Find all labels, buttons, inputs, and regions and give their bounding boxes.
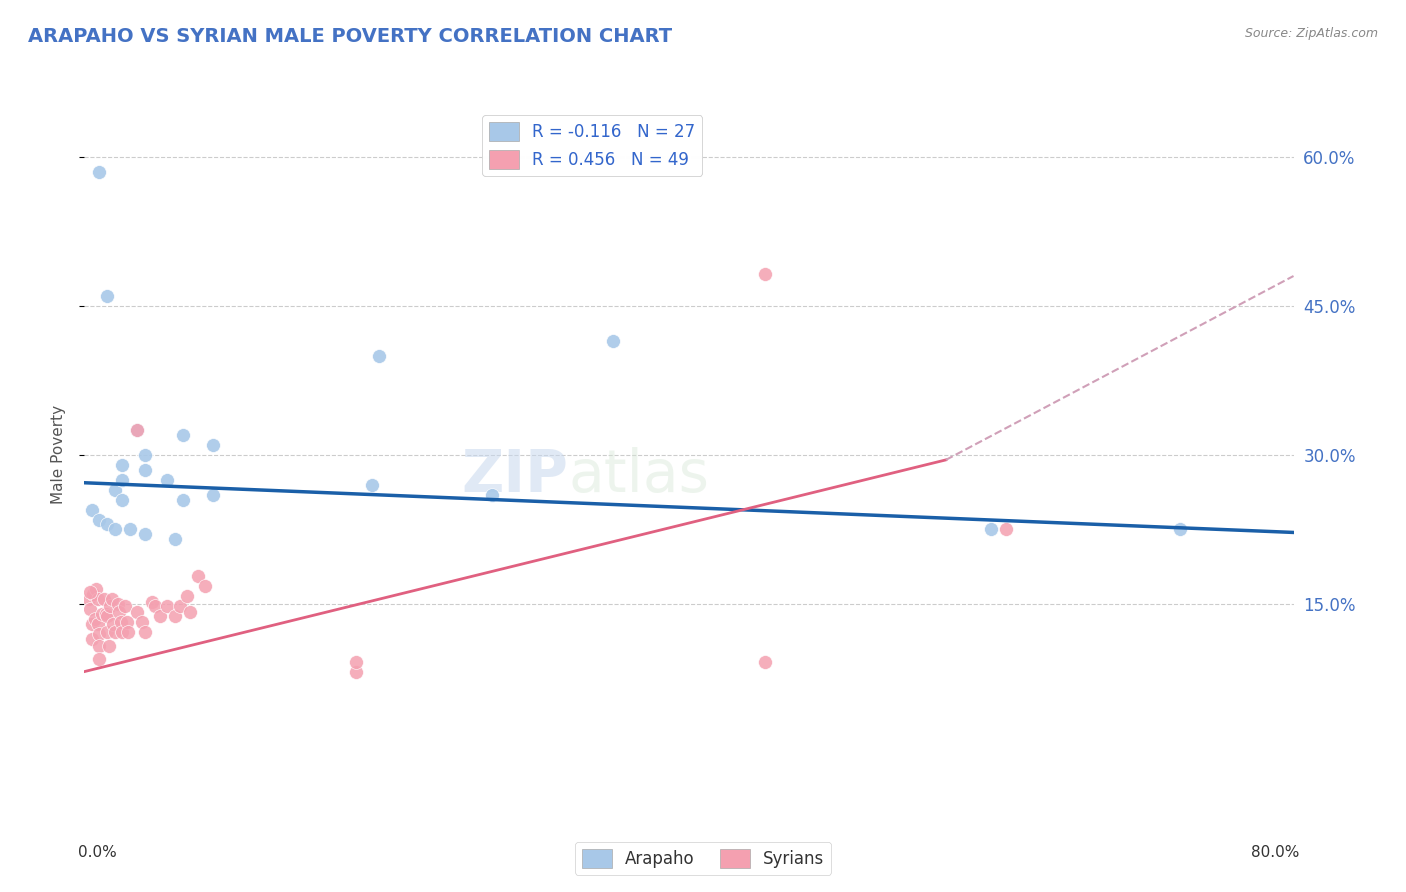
Point [127, 605, 149, 619]
Point [104, 523, 127, 537]
Point [89, 164, 111, 178]
Point [145, 599, 167, 613]
Point [89, 639, 111, 653]
Point [96, 609, 118, 624]
Point [107, 597, 129, 611]
Point [346, 665, 368, 679]
Point [104, 483, 127, 497]
Point [602, 334, 624, 348]
Point [94, 607, 117, 621]
Point [360, 477, 382, 491]
Point [114, 599, 136, 613]
Point [101, 616, 124, 631]
Y-axis label: Male Poverty: Male Poverty [51, 405, 66, 505]
Point [80, 632, 103, 646]
Point [104, 624, 127, 639]
Legend: R = -0.116   N = 27, R = 0.456   N = 49: R = -0.116 N = 27, R = 0.456 N = 49 [482, 115, 702, 176]
Point [134, 527, 156, 541]
Point [176, 589, 198, 603]
Point [111, 458, 134, 472]
Point [127, 423, 149, 437]
Point [97, 639, 120, 653]
Point [87, 616, 110, 631]
Point [169, 599, 191, 613]
Point [201, 488, 224, 502]
Point [79, 585, 101, 599]
Point [110, 615, 132, 629]
Point [995, 523, 1018, 537]
Text: 80.0%: 80.0% [1251, 845, 1299, 860]
Point [134, 624, 156, 639]
Point [87, 592, 110, 607]
Text: atlas: atlas [568, 447, 709, 504]
Point [89, 627, 111, 641]
Text: ARAPAHO VS SYRIAN MALE POVERTY CORRELATION CHART: ARAPAHO VS SYRIAN MALE POVERTY CORRELATI… [28, 27, 672, 45]
Point [80, 502, 103, 516]
Point [89, 651, 111, 665]
Text: 0.0%: 0.0% [79, 845, 117, 860]
Point [346, 655, 368, 669]
Point [156, 473, 179, 487]
Point [134, 463, 156, 477]
Point [117, 624, 139, 639]
Point [754, 267, 776, 281]
Point [980, 523, 1002, 537]
Point [115, 615, 138, 629]
Point [91, 607, 114, 621]
Point [100, 592, 122, 607]
Point [179, 605, 201, 619]
Point [96, 624, 118, 639]
Point [187, 569, 209, 583]
Point [368, 349, 391, 363]
Point [89, 512, 111, 526]
Point [156, 599, 179, 613]
Point [481, 488, 503, 502]
Point [84, 612, 107, 626]
Point [111, 492, 134, 507]
Point [111, 473, 134, 487]
Text: Source: ZipAtlas.com: Source: ZipAtlas.com [1244, 27, 1378, 40]
Point [93, 592, 115, 607]
Point [754, 655, 776, 669]
Point [77, 592, 100, 607]
Point [194, 579, 217, 593]
Point [172, 428, 194, 442]
Point [80, 616, 103, 631]
Point [98, 599, 121, 613]
Point [165, 533, 187, 547]
Point [131, 615, 153, 629]
Point [79, 602, 101, 616]
Text: ZIP: ZIP [461, 447, 568, 504]
Point [111, 624, 134, 639]
Point [96, 517, 118, 532]
Point [86, 582, 108, 596]
Point [82, 587, 104, 601]
Point [134, 448, 156, 462]
Point [165, 609, 187, 624]
Point [201, 438, 224, 452]
Point [141, 595, 163, 609]
Point [149, 609, 172, 624]
Point [172, 492, 194, 507]
Point [108, 605, 131, 619]
Point [1168, 523, 1191, 537]
Point [96, 289, 118, 303]
Point [127, 423, 149, 437]
Legend: Arapaho, Syrians: Arapaho, Syrians [575, 842, 831, 875]
Point [118, 523, 141, 537]
